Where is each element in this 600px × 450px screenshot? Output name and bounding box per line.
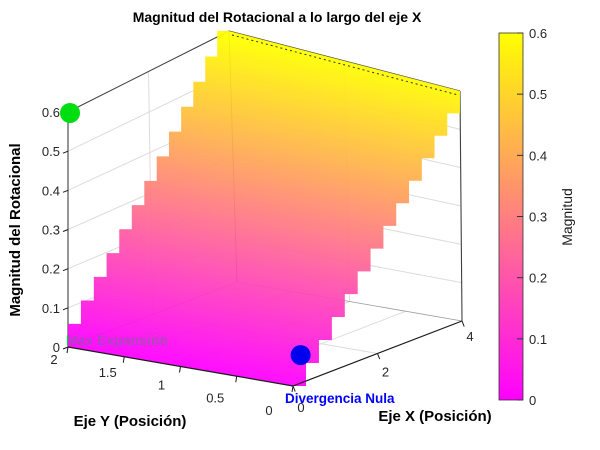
colorbar-tick-label: 0 bbox=[529, 393, 536, 408]
surface-ramp bbox=[68, 31, 460, 386]
y-tick-label: 0 bbox=[265, 403, 272, 418]
y-axis-label: Eje Y (Posición) bbox=[74, 413, 187, 430]
x-tick-mark bbox=[461, 320, 465, 327]
z-axis-label: Magnitud del Rotacional bbox=[7, 143, 24, 316]
z-tick-label: 0.4 bbox=[42, 183, 60, 198]
y-tick-label: 1.5 bbox=[99, 365, 117, 380]
y-tick-mark bbox=[291, 385, 294, 393]
y-tick-label: 0.5 bbox=[206, 390, 224, 405]
divergencia-nula-marker bbox=[290, 345, 311, 366]
z-tick-label: 0.6 bbox=[42, 105, 60, 120]
z-tick-mark bbox=[62, 229, 69, 232]
colorbar: 0 0.1 0.2 0.3 0.4 0.5 0.6 bbox=[498, 26, 547, 408]
colorbar-tick-label: 0.6 bbox=[529, 26, 547, 41]
y-tick-label: 2 bbox=[50, 352, 57, 367]
y-tick-mark bbox=[66, 346, 69, 354]
z-tick-mark bbox=[62, 189, 69, 193]
x-tick-label: 2 bbox=[382, 365, 389, 380]
annotation-max-expansion-ghost: Max Expansión bbox=[66, 332, 168, 348]
z-tick-label: 0.2 bbox=[42, 262, 60, 277]
plot-title: Magnitud del Rotacional a lo largo del e… bbox=[133, 9, 422, 25]
colorbar-tick-label: 0.2 bbox=[529, 271, 547, 286]
y-tick-mark bbox=[122, 356, 125, 363]
z-tick-label: 0 bbox=[53, 340, 60, 355]
z-tick-mark bbox=[62, 150, 69, 154]
y-tick-label: 1 bbox=[158, 378, 165, 393]
z-tick-mark bbox=[62, 346, 69, 350]
surface-top-edge-dotted bbox=[231, 34, 459, 96]
x-tick-label: 4 bbox=[466, 329, 473, 344]
x-axis-label: Eje X (Posición) bbox=[378, 408, 491, 425]
z-tick-label: 0.5 bbox=[42, 144, 60, 159]
surface-face bbox=[68, 31, 460, 386]
y-tick-mark bbox=[179, 366, 181, 373]
colorbar-label: Magnitud bbox=[559, 188, 575, 246]
annotation-divergencia-nula: Divergencia Nula bbox=[285, 391, 395, 406]
box-edge-right-vertical bbox=[459, 90, 463, 322]
z-tick-mark bbox=[62, 268, 69, 272]
x-tick-label: 0 bbox=[297, 400, 304, 415]
colorbar-tick-label: 0.5 bbox=[529, 87, 547, 102]
max-expansion-marker bbox=[60, 103, 80, 123]
box-edge-top-left bbox=[67, 30, 230, 113]
y-tick-mark bbox=[235, 376, 238, 383]
z-tick-label: 0.1 bbox=[42, 301, 60, 316]
colorbar-tick-label: 0.1 bbox=[529, 332, 547, 347]
x-tick-mark bbox=[377, 353, 381, 360]
colorbar-tick-label: 0.4 bbox=[529, 148, 547, 163]
x-tick-mark bbox=[292, 385, 296, 392]
z-tick-mark bbox=[62, 307, 69, 311]
z-tick-label: 0.3 bbox=[42, 223, 60, 238]
colorbar-tick-label: 0.3 bbox=[529, 210, 547, 225]
